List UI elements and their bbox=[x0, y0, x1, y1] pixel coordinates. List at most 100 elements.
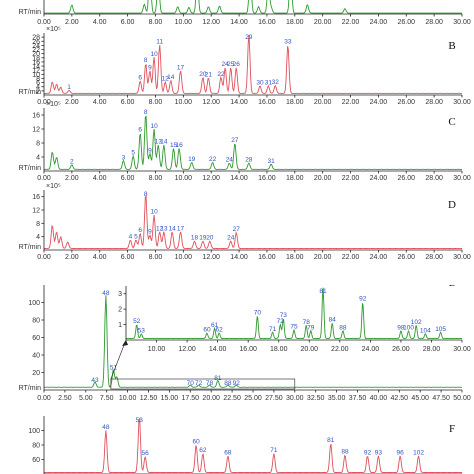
peak-label: 24 bbox=[226, 157, 234, 164]
peak-label: 51 bbox=[110, 365, 118, 372]
peak-label: 27 bbox=[231, 137, 239, 144]
panel-e: 0.00 2.50 5.00 7.50 10.00 12.50 15.00 17.50 20.0… bbox=[19, 283, 471, 402]
inset-x-tick-label: 10.00 bbox=[148, 346, 166, 353]
peak-label: 81 bbox=[214, 375, 222, 382]
x-tick-label: 12.50 bbox=[140, 395, 158, 402]
inset-peak-label: 52 bbox=[133, 318, 141, 325]
x-tick-label: 30.00 bbox=[453, 254, 471, 261]
peak-label: 33 bbox=[284, 38, 292, 45]
panel-d: 0.00 2.00 4.00 6.00 8.00 10.00 12.00 14.00 16.00… bbox=[19, 183, 471, 261]
y-tick-label: 40 bbox=[32, 353, 40, 360]
peak-label: 78 bbox=[206, 380, 214, 387]
inset-background bbox=[126, 286, 462, 340]
x-tick-label: 15.00 bbox=[161, 395, 179, 402]
x-tick-label: 6.00 bbox=[121, 99, 135, 106]
x-tick-label: 10.00 bbox=[119, 395, 137, 402]
inset-x-tick-label: 16.00 bbox=[239, 346, 257, 353]
x-tick-label: 16.00 bbox=[258, 19, 276, 26]
inset-peak-label: 71 bbox=[269, 326, 277, 333]
x-tick-label: 28.00 bbox=[425, 99, 443, 106]
x-axis-label: RT/min bbox=[19, 89, 42, 96]
zoom-region bbox=[110, 378, 296, 390]
peak-label: 102 bbox=[413, 449, 424, 456]
peak-label: 9 bbox=[148, 229, 152, 236]
peak-label: 18 bbox=[191, 235, 199, 242]
peak-label: 53 bbox=[136, 417, 144, 424]
panel-f: 60 80 100 48 53 56 60 62 68 71 81 88 92 93 96 102 F bbox=[28, 416, 462, 474]
peak-label: 70 bbox=[187, 380, 195, 387]
y-tick-label: 4 bbox=[36, 84, 40, 91]
inset-peak-label: 98 bbox=[397, 324, 405, 331]
peak-label: 4 bbox=[129, 234, 133, 241]
inset-peak-label: 104 bbox=[420, 327, 431, 334]
x-tick-label: 5.00 bbox=[79, 395, 93, 402]
peak-label: 48 bbox=[102, 424, 110, 431]
x-tick-label: 37.50 bbox=[349, 395, 367, 402]
inset-peak-label: 60 bbox=[203, 327, 211, 334]
peak-label: 8 bbox=[144, 57, 148, 64]
chromatogram-trace bbox=[44, 34, 462, 94]
peak-label: 14 bbox=[160, 139, 168, 146]
x-tick-label: 8.00 bbox=[149, 175, 163, 182]
x-tick-label: 22.00 bbox=[342, 19, 360, 26]
x-tick-label: 8.00 bbox=[149, 19, 163, 26]
inset-peak-label: 81 bbox=[319, 288, 327, 295]
x-tick-label: 4.00 bbox=[93, 254, 107, 261]
peak-label: 13 bbox=[155, 139, 163, 146]
y-tick-label: 10 bbox=[32, 72, 40, 79]
x-tick-label: 22.00 bbox=[342, 99, 360, 106]
x-tick-label: 47.50 bbox=[432, 395, 450, 402]
peak-label: 32 bbox=[272, 79, 280, 86]
y-tick-label: 80 bbox=[32, 318, 40, 325]
x-tick-label: 42.50 bbox=[391, 395, 409, 402]
inset-y-tick-label: 3 bbox=[118, 291, 122, 298]
x-tick-label: 12.00 bbox=[202, 19, 220, 26]
peak-label: 72 bbox=[195, 380, 203, 387]
inset-peak-label: 62 bbox=[216, 327, 224, 334]
peak-label: 92 bbox=[233, 380, 241, 387]
inset-peak-label: 53 bbox=[138, 327, 146, 334]
peak-label: 88 bbox=[341, 449, 349, 456]
x-tick-label: 30.00 bbox=[453, 19, 471, 26]
peak-label: 20 bbox=[199, 71, 207, 78]
peak-label: 19 bbox=[188, 156, 196, 163]
inset-x-tick-label: 26.00 bbox=[392, 346, 410, 353]
x-tick-label: 2.00 bbox=[65, 99, 79, 106]
x-tick-label: 2.00 bbox=[65, 175, 79, 182]
x-axis-label: RT/min bbox=[19, 244, 42, 251]
x-tick-label: 18.00 bbox=[286, 19, 304, 26]
y-tick-label: 8 bbox=[36, 76, 40, 83]
x-tick-label: 45.00 bbox=[411, 395, 429, 402]
peak-label: 12 bbox=[156, 225, 164, 232]
panel-b: 0.00 2.00 4.00 6.00 8.00 10.00 12.00 14.00 16.00… bbox=[19, 26, 471, 106]
peak-label: 10 bbox=[150, 209, 158, 216]
x-tick-label: 0.00 bbox=[37, 254, 51, 261]
peak-label: 12 bbox=[162, 76, 170, 83]
x-tick-label: 4.00 bbox=[93, 175, 107, 182]
x-tick-label: 20.00 bbox=[314, 254, 332, 261]
x-tick-label: 0.00 bbox=[37, 175, 51, 182]
peak-label: 48 bbox=[102, 290, 110, 297]
peak-label: 6 bbox=[138, 75, 142, 82]
x-tick-label: 20.00 bbox=[202, 395, 220, 402]
peak-label: 20 bbox=[206, 235, 214, 242]
x-tick-label: 4.00 bbox=[93, 19, 107, 26]
panel-label: F bbox=[449, 423, 455, 435]
x-tick-label: 14.00 bbox=[230, 254, 248, 261]
peak-label: 22 bbox=[217, 71, 225, 78]
peak-label: 21 bbox=[205, 71, 213, 78]
x-tick-label: 16.00 bbox=[258, 99, 276, 106]
peak-label: 5 bbox=[134, 234, 138, 241]
plot-area bbox=[44, 195, 462, 249]
x-tick-label: 12.00 bbox=[202, 99, 220, 106]
x-axis-label: RT/min bbox=[19, 165, 42, 172]
plot-area bbox=[44, 34, 462, 94]
x-tick-label: 35.00 bbox=[328, 395, 346, 402]
inset-x-tick-label: 22.00 bbox=[331, 346, 349, 353]
chromatogram-trace bbox=[43, 417, 462, 474]
peak-label: 8 bbox=[144, 191, 148, 198]
inset-x-tick-label: 28.00 bbox=[423, 346, 441, 353]
x-axis-label: RT/min bbox=[19, 9, 42, 16]
inset-plot: 10.00 12.00 14.00 16.00 18.00 20.00 22.00 24.00… bbox=[110, 286, 471, 390]
